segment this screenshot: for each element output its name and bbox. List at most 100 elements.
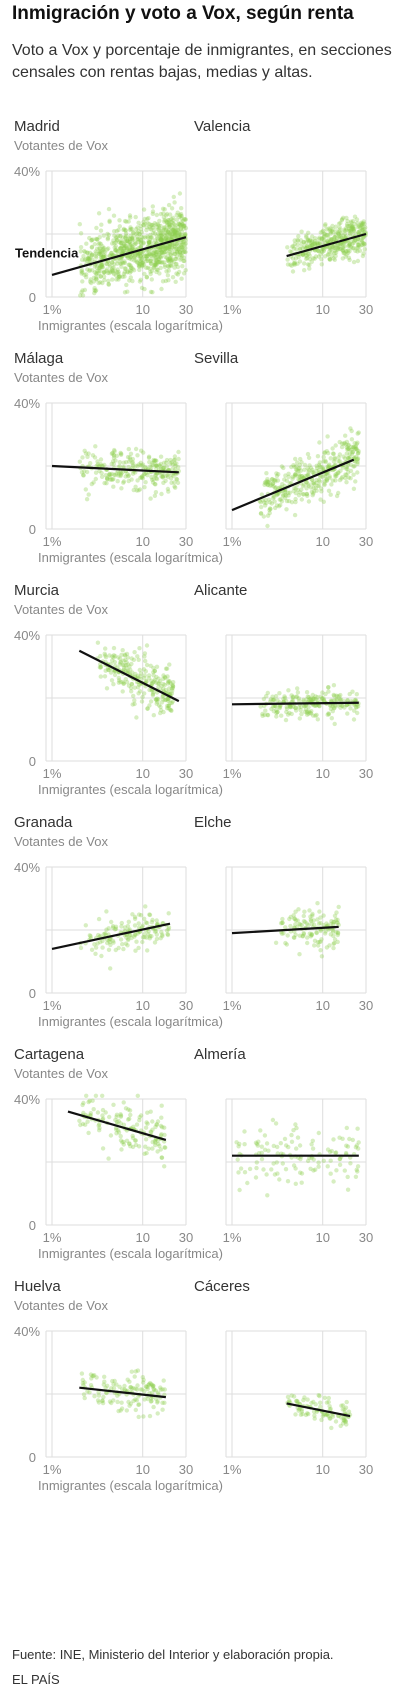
- scatter-point: [309, 1142, 314, 1147]
- scatter-point: [111, 484, 116, 489]
- scatter-point: [136, 220, 141, 225]
- scatter-point: [267, 506, 273, 511]
- scatter-point: [95, 459, 100, 464]
- scatter-point: [348, 1161, 353, 1166]
- scatter-point: [337, 246, 342, 252]
- scatter-point: [346, 250, 351, 255]
- scatter-point: [177, 232, 182, 238]
- scatter-point: [119, 255, 124, 261]
- scatter-point: [111, 645, 117, 651]
- scatter-point: [105, 270, 111, 276]
- x-tick-label: 10: [315, 1462, 329, 1477]
- scatter-point: [116, 271, 121, 276]
- scatter-point: [94, 265, 100, 270]
- scatter-point: [307, 237, 312, 242]
- scatter-point: [357, 229, 362, 234]
- scatter-point: [101, 1394, 106, 1400]
- scatter-point: [157, 259, 163, 265]
- x-tick-label: 1%: [223, 766, 242, 781]
- scatter-point: [137, 232, 142, 237]
- scatter-point: [103, 646, 108, 651]
- scatter-point: [288, 249, 293, 254]
- scatter-point: [175, 250, 180, 255]
- scatter-point: [344, 480, 349, 485]
- scatter-point: [142, 271, 147, 277]
- scatter-point: [151, 665, 156, 671]
- scatter-point: [177, 250, 183, 255]
- scatter-point: [87, 268, 92, 274]
- scatter-point: [145, 265, 150, 270]
- scatter-point: [274, 471, 279, 476]
- x-tick-label: 30: [359, 534, 373, 549]
- scatter-point: [147, 252, 153, 257]
- scatter-point: [355, 236, 361, 241]
- scatter-point: [165, 246, 170, 251]
- scatter-point: [118, 1408, 123, 1413]
- scatter-point: [344, 222, 350, 227]
- scatter-point: [285, 490, 291, 495]
- scatter-point: [254, 1165, 259, 1171]
- scatter-point: [144, 643, 150, 648]
- scatter-point: [258, 511, 264, 516]
- y-tick-label: 0: [29, 1218, 36, 1233]
- scatter-point: [152, 263, 157, 268]
- scatter-point: [158, 247, 163, 253]
- scatter-point: [166, 278, 171, 283]
- scatter-point: [154, 261, 159, 266]
- scatter-point: [130, 235, 135, 241]
- scatter-point: [173, 251, 178, 257]
- scatter-point: [360, 227, 365, 233]
- scatter-point: [155, 227, 161, 232]
- scatter-point: [182, 258, 187, 264]
- scatter-point: [348, 244, 354, 250]
- scatter-point: [125, 289, 130, 294]
- scatter-point: [180, 264, 185, 269]
- scatter-point: [355, 710, 360, 716]
- scatter-point: [284, 478, 290, 483]
- scatter-point: [154, 269, 159, 275]
- scatter-point: [161, 237, 167, 242]
- scatter-point: [126, 683, 132, 688]
- scatter-point: [322, 231, 327, 236]
- scatter-point: [122, 239, 128, 244]
- scatter-point: [277, 1177, 282, 1182]
- scatter-point: [181, 271, 187, 276]
- scatter-point: [95, 640, 101, 645]
- scatter-point: [162, 1145, 167, 1150]
- scatter-point: [138, 245, 143, 250]
- scatter-point: [95, 268, 100, 274]
- scatter-point: [318, 948, 323, 953]
- y-tick-label: 40%: [14, 1324, 40, 1339]
- scatter-point: [331, 245, 336, 250]
- scatter-point: [137, 279, 143, 284]
- scatter-point: [122, 243, 127, 249]
- scatter-point: [310, 692, 315, 698]
- scatter-point: [98, 241, 104, 247]
- scatter-point: [122, 242, 127, 247]
- scatter-point: [329, 482, 334, 487]
- scatter-point: [293, 456, 298, 462]
- panel-cáceres: [225, 1330, 367, 1458]
- scatter-point: [92, 1394, 97, 1399]
- scatter-point: [173, 230, 178, 236]
- scatter-point: [361, 243, 366, 248]
- scatter-point: [108, 966, 113, 971]
- scatter-point: [175, 224, 181, 230]
- scatter-point: [166, 224, 172, 230]
- scatter-point: [111, 682, 116, 687]
- scatter-point: [97, 251, 102, 256]
- scatter-point: [144, 275, 149, 280]
- scatter-point: [99, 470, 104, 476]
- scatter-point: [170, 220, 176, 226]
- scatter-point: [308, 244, 313, 249]
- x-axis-label: Inmigrantes (escala logarítmica): [38, 318, 223, 333]
- scatter-point: [350, 218, 356, 224]
- scatter-point: [170, 242, 176, 247]
- scatter-point: [330, 229, 335, 235]
- scatter-point: [142, 651, 148, 656]
- scatter-point: [130, 1133, 135, 1139]
- scatter-point: [87, 257, 92, 262]
- scatter-point: [165, 257, 171, 262]
- scatter-point: [91, 1107, 96, 1112]
- scatter-point: [151, 228, 156, 233]
